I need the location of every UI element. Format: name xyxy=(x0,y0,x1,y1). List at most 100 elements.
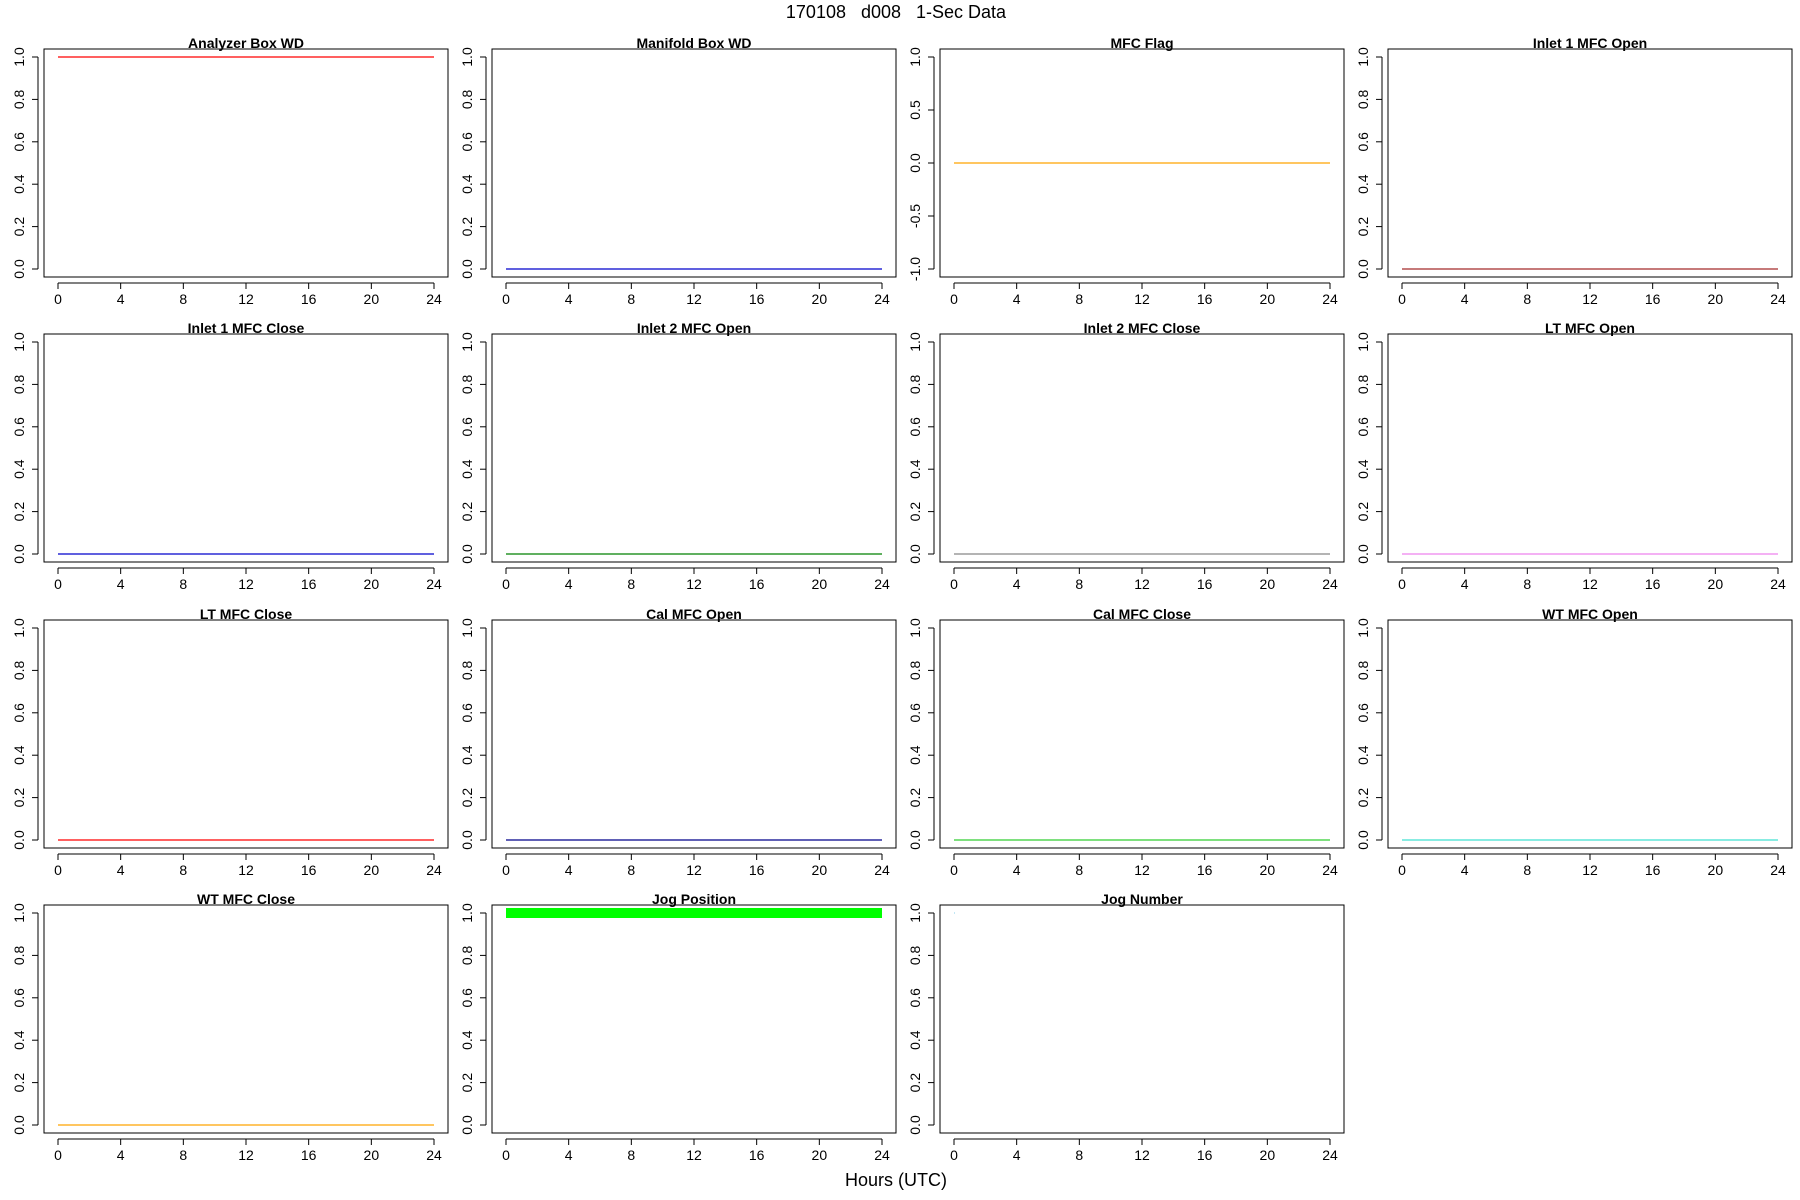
y-tick-label: 0.4 xyxy=(459,745,475,765)
panel-14: Jog Position 0 4 8 12 16 20 24 0.0 0.2 0.4 0.6 0.8 1.… xyxy=(459,891,897,1163)
x-tick-label: 8 xyxy=(627,1147,635,1163)
x-tick-label: 0 xyxy=(54,576,62,592)
x-tick-label: 0 xyxy=(54,862,62,878)
panel-title: Cal MFC Open xyxy=(646,606,742,622)
y-tick-label: 0.2 xyxy=(459,1073,475,1093)
x-tick-label: 12 xyxy=(686,1147,702,1163)
y-tick-label: 0.2 xyxy=(11,217,27,237)
figure-title: 170108 d008 1-Sec Data xyxy=(786,2,1007,22)
y-tick-label: 0.4 xyxy=(459,1030,475,1050)
y-tick-label: 1.0 xyxy=(11,618,27,638)
panel-2: Manifold Box WD 0 4 8 12 16 20 24 0.0 0.2 0.4 0.6 0.… xyxy=(459,35,897,307)
y-tick-label: 0.8 xyxy=(459,945,475,965)
y-tick-label: 0.2 xyxy=(907,788,923,808)
y-tick-label: 0.8 xyxy=(1355,374,1371,394)
x-tick-label: 0 xyxy=(54,291,62,307)
y-tick-label: 1.0 xyxy=(459,618,475,638)
y-tick-label: 0.0 xyxy=(907,153,923,173)
x-tick-label: 12 xyxy=(686,862,702,878)
y-tick-label: 0.6 xyxy=(459,417,475,437)
x-tick-label: 16 xyxy=(749,1147,765,1163)
x-tick-label: 16 xyxy=(1645,862,1661,878)
x-tick-label: 12 xyxy=(1582,576,1598,592)
y-tick-label: 0.4 xyxy=(11,459,27,479)
panel-title: LT MFC Open xyxy=(1545,320,1635,336)
y-tick-label: 1.0 xyxy=(11,903,27,923)
x-tick-label: 0 xyxy=(502,1147,510,1163)
x-tick-label: 24 xyxy=(874,576,890,592)
y-tick-label: 1.0 xyxy=(1355,618,1371,638)
x-tick-label: 16 xyxy=(1197,1147,1213,1163)
x-tick-label: 24 xyxy=(426,291,442,307)
x-tick-label: 4 xyxy=(117,862,125,878)
x-tick-label: 0 xyxy=(1398,576,1406,592)
plot-frame xyxy=(1387,333,1793,563)
x-tick-label: 12 xyxy=(1134,862,1150,878)
plot-frame xyxy=(491,619,897,849)
x-tick-label: 4 xyxy=(117,291,125,307)
x-tick-label: 24 xyxy=(1322,576,1338,592)
y-tick-label: 0.6 xyxy=(11,132,27,152)
x-tick-label: 24 xyxy=(874,291,890,307)
x-tick-label: 8 xyxy=(1523,862,1531,878)
x-tick-label: 12 xyxy=(1134,291,1150,307)
x-tick-label: 16 xyxy=(1645,291,1661,307)
y-tick-label: 0.2 xyxy=(1355,788,1371,808)
x-tick-label: 24 xyxy=(874,1147,890,1163)
x-tick-label: 4 xyxy=(565,291,573,307)
y-tick-label: 1.0 xyxy=(907,903,923,923)
y-tick-label: 0.4 xyxy=(11,174,27,194)
plot-frame xyxy=(491,333,897,563)
y-tick-label: 0.4 xyxy=(907,745,923,765)
y-tick-label: 0.0 xyxy=(907,544,923,564)
x-tick-label: 20 xyxy=(1708,291,1724,307)
panels: Analyzer Box WD 0 4 8 12 16 20 24 0.0 0.2 0.4 0.6 0.… xyxy=(11,35,1793,1163)
panel-title: Inlet 1 MFC Close xyxy=(188,320,305,336)
panel-title: LT MFC Close xyxy=(200,606,293,622)
x-tick-label: 20 xyxy=(812,1147,828,1163)
x-tick-label: 24 xyxy=(1322,1147,1338,1163)
plot-frame xyxy=(43,619,449,849)
x-tick-label: 20 xyxy=(1260,862,1276,878)
y-tick-label: 0.4 xyxy=(907,459,923,479)
plot-frame xyxy=(1387,619,1793,849)
x-tick-label: 12 xyxy=(686,291,702,307)
y-tick-label: 0.8 xyxy=(1355,89,1371,109)
x-tick-label: 20 xyxy=(812,291,828,307)
panel-4: Inlet 1 MFC Open 0 4 8 12 16 20 24 0.0 0.2 0.4 0.6 0… xyxy=(1355,35,1793,307)
x-tick-label: 16 xyxy=(301,576,317,592)
x-tick-label: 16 xyxy=(1197,862,1213,878)
x-tick-label: 0 xyxy=(950,291,958,307)
x-tick-label: 20 xyxy=(364,576,380,592)
x-tick-label: 0 xyxy=(950,862,958,878)
x-tick-label: 8 xyxy=(1523,291,1531,307)
y-tick-label: 0.4 xyxy=(11,745,27,765)
y-tick-label: 0.0 xyxy=(11,830,27,850)
y-tick-label: 0.2 xyxy=(1355,502,1371,522)
y-tick-label: 0.4 xyxy=(459,174,475,194)
y-tick-label: 0.8 xyxy=(459,660,475,680)
y-tick-label: 0.0 xyxy=(907,1115,923,1135)
x-tick-label: 24 xyxy=(426,1147,442,1163)
panel-6: Inlet 2 MFC Open 0 4 8 12 16 20 24 0.0 0.2 0.4 0.6 0… xyxy=(459,320,897,592)
plot-frame xyxy=(43,904,449,1134)
y-tick-label: 0.2 xyxy=(1355,217,1371,237)
y-tick-label: 0.6 xyxy=(459,703,475,723)
y-tick-label: 0.0 xyxy=(11,1115,27,1135)
plot-frame xyxy=(939,619,1345,849)
panel-title: Manifold Box WD xyxy=(636,35,751,51)
y-tick-label: 0.4 xyxy=(1355,174,1371,194)
y-tick-label: 0.8 xyxy=(459,89,475,109)
x-tick-label: 16 xyxy=(301,1147,317,1163)
y-tick-label: 0.0 xyxy=(459,544,475,564)
x-tick-label: 16 xyxy=(301,291,317,307)
x-tick-label: 0 xyxy=(502,291,510,307)
panel-7: Inlet 2 MFC Close 0 4 8 12 16 20 24 0.0 0.2 0.4 0.6… xyxy=(907,320,1345,592)
y-tick-label: 0.6 xyxy=(11,703,27,723)
y-tick-label: 0.0 xyxy=(11,544,27,564)
y-tick-label: 1.0 xyxy=(1355,332,1371,352)
x-tick-label: 8 xyxy=(179,576,187,592)
x-tick-label: 0 xyxy=(502,576,510,592)
y-tick-label: 0.0 xyxy=(1355,544,1371,564)
x-tick-label: 12 xyxy=(1134,576,1150,592)
